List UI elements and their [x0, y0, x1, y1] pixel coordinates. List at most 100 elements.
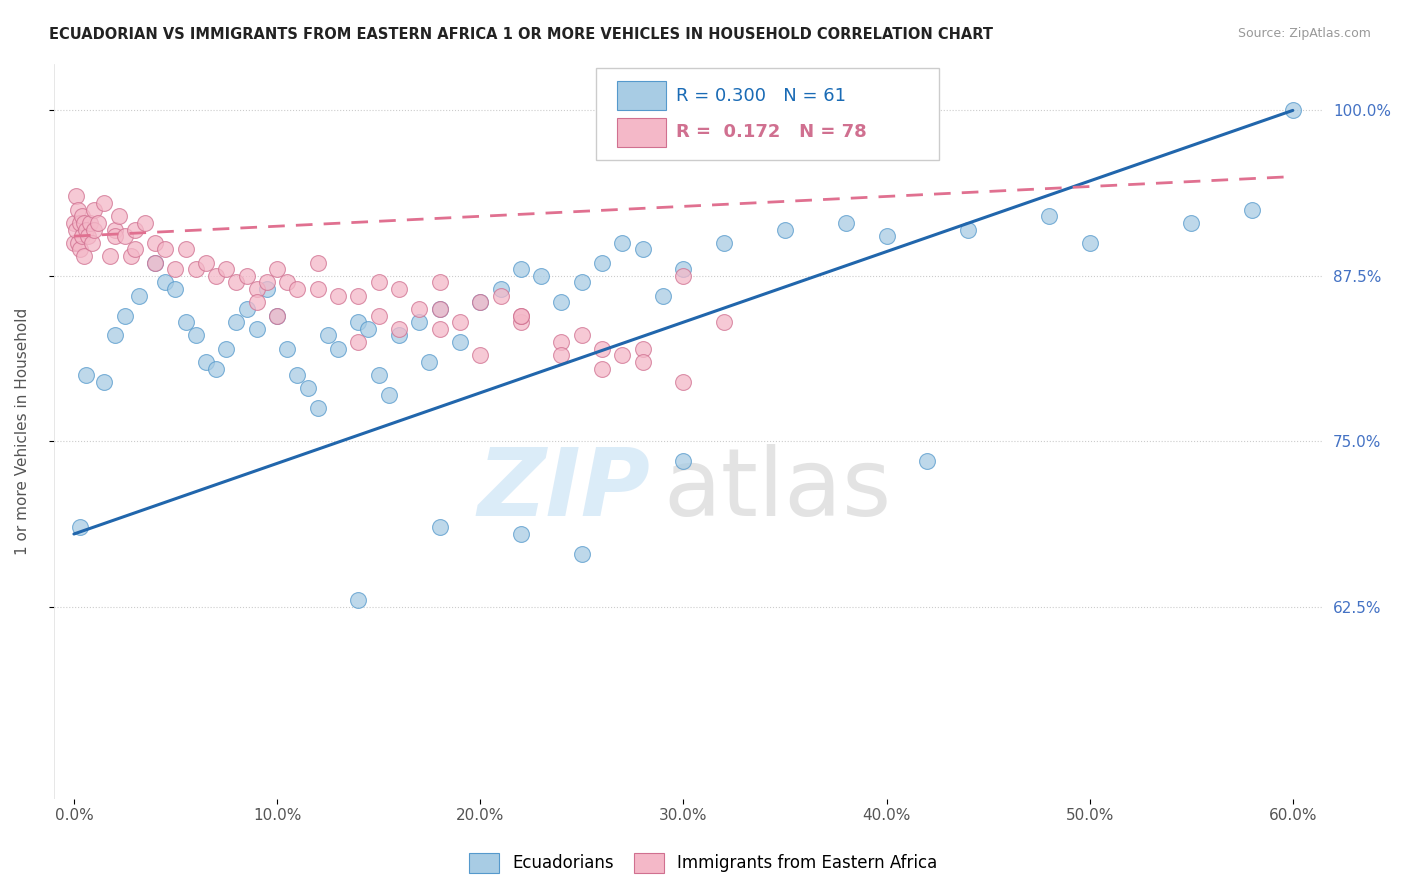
Point — [114, 309, 136, 323]
Point — [205, 361, 228, 376]
Point — [316, 328, 339, 343]
Point — [124, 243, 146, 257]
Point — [1078, 235, 1101, 250]
Point — [73, 216, 96, 230]
Point — [347, 593, 370, 607]
Point — [378, 388, 401, 402]
Point — [367, 276, 389, 290]
Point — [246, 322, 269, 336]
Point — [66, 235, 89, 250]
Point — [128, 289, 150, 303]
Point — [429, 301, 451, 316]
Point — [713, 235, 735, 250]
Point — [165, 262, 187, 277]
Point — [83, 202, 105, 217]
Point — [120, 249, 142, 263]
Point — [246, 282, 269, 296]
Point — [408, 301, 430, 316]
Point — [155, 243, 177, 257]
Point — [124, 222, 146, 236]
Point — [205, 268, 228, 283]
Point — [571, 276, 593, 290]
Point — [276, 276, 298, 290]
Point — [82, 235, 104, 250]
Point — [65, 222, 87, 236]
Point — [367, 309, 389, 323]
Point — [256, 276, 278, 290]
Point — [470, 295, 492, 310]
FancyBboxPatch shape — [617, 118, 665, 147]
Point — [63, 235, 86, 250]
Point — [246, 295, 269, 310]
Point — [429, 520, 451, 534]
Point — [75, 222, 97, 236]
Point — [225, 276, 247, 290]
FancyBboxPatch shape — [596, 68, 939, 160]
Point — [134, 216, 156, 230]
Text: R = 0.300   N = 61: R = 0.300 N = 61 — [676, 87, 846, 104]
Point — [509, 309, 531, 323]
Point — [307, 401, 329, 416]
Point — [591, 255, 613, 269]
Point — [75, 368, 97, 383]
Point — [83, 222, 105, 236]
Point — [429, 301, 451, 316]
Point — [276, 342, 298, 356]
Point — [571, 328, 593, 343]
FancyBboxPatch shape — [617, 81, 665, 111]
Point — [307, 255, 329, 269]
Point — [550, 334, 572, 349]
Point — [489, 289, 512, 303]
Point — [388, 322, 411, 336]
Point — [408, 315, 430, 329]
Text: R =  0.172   N = 78: R = 0.172 N = 78 — [676, 123, 866, 142]
Point — [215, 262, 238, 277]
Point — [956, 222, 979, 236]
Point — [69, 520, 91, 534]
Point — [69, 243, 91, 257]
Point — [509, 262, 531, 277]
Point — [631, 342, 654, 356]
Point — [915, 454, 938, 468]
Point — [79, 216, 101, 230]
Point — [429, 322, 451, 336]
Point — [449, 315, 471, 329]
Point — [631, 243, 654, 257]
Point — [612, 348, 634, 362]
Point — [143, 235, 166, 250]
Point — [530, 268, 553, 283]
Point — [66, 202, 89, 217]
Point — [100, 249, 122, 263]
Point — [93, 375, 115, 389]
Point — [672, 262, 695, 277]
Point — [225, 315, 247, 329]
Point — [87, 216, 110, 230]
Point — [266, 309, 288, 323]
Point — [174, 315, 197, 329]
Point — [287, 368, 309, 383]
Point — [256, 282, 278, 296]
Point — [631, 355, 654, 369]
Point — [184, 328, 207, 343]
Point — [287, 282, 309, 296]
Point — [63, 216, 86, 230]
Point — [266, 309, 288, 323]
Point — [235, 301, 257, 316]
Point — [876, 229, 898, 244]
Point — [194, 355, 217, 369]
Text: ZIP: ZIP — [478, 444, 651, 536]
Point — [672, 268, 695, 283]
Text: ECUADORIAN VS IMMIGRANTS FROM EASTERN AFRICA 1 OR MORE VEHICLES IN HOUSEHOLD COR: ECUADORIAN VS IMMIGRANTS FROM EASTERN AF… — [49, 27, 993, 42]
Point — [143, 255, 166, 269]
Point — [326, 342, 349, 356]
Point — [347, 289, 370, 303]
Point — [388, 282, 411, 296]
Point — [652, 289, 675, 303]
Point — [155, 276, 177, 290]
Point — [429, 276, 451, 290]
Point — [1180, 216, 1202, 230]
Point — [65, 189, 87, 203]
Point — [1241, 202, 1264, 217]
Point — [73, 249, 96, 263]
Point — [835, 216, 858, 230]
